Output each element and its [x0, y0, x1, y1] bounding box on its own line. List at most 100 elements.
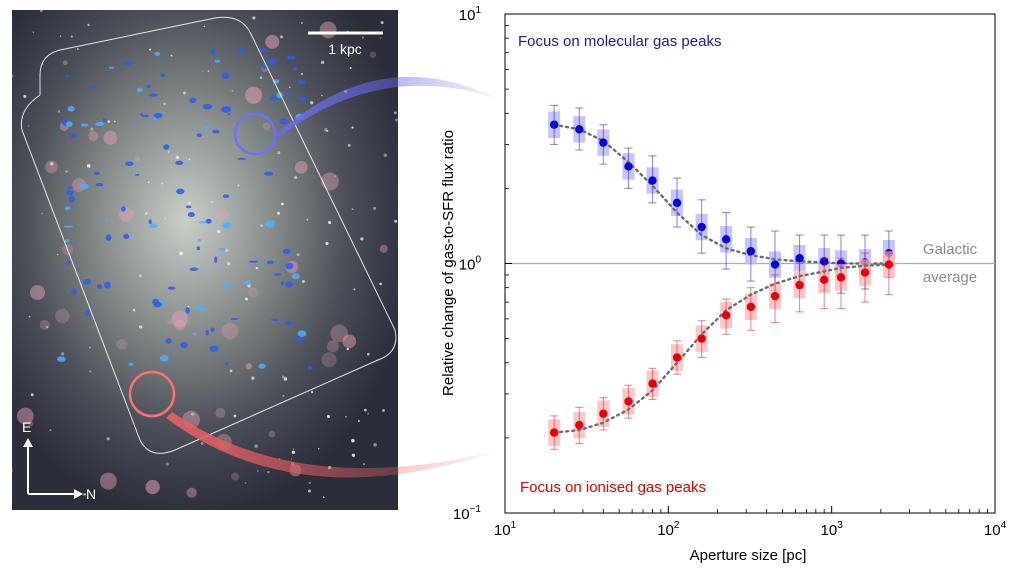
galaxy-image [12, 10, 398, 510]
star [373, 443, 377, 447]
star [302, 280, 305, 283]
ionised-annotation: Focus on ionised gas peaks [520, 479, 706, 496]
molecular-cloud [273, 273, 282, 276]
molecular-cloud [212, 129, 220, 134]
molecular-cloud [222, 221, 232, 229]
star [289, 86, 291, 89]
hii-region [88, 131, 99, 142]
molecular-cloud [285, 281, 294, 288]
data-point [746, 302, 756, 312]
molecular-cloud [95, 183, 104, 187]
star [23, 94, 27, 98]
data-point [721, 235, 731, 244]
hii-region [99, 472, 117, 490]
molecular-cloud [136, 87, 143, 93]
star [203, 25, 206, 28]
star [364, 408, 367, 412]
molecular-cloud [189, 97, 197, 103]
molecular-cloud [192, 332, 197, 336]
star [260, 224, 263, 227]
molecular-cloud [265, 220, 275, 228]
compass-e-label: E [22, 419, 31, 435]
molecular-cloud [286, 55, 296, 61]
star [187, 305, 190, 308]
y-tick-label: 10−1 [453, 504, 482, 523]
star [347, 143, 351, 147]
hii-region [134, 156, 140, 162]
hii-region [369, 51, 377, 59]
molecular-cloud [196, 246, 201, 251]
compass-n-label: N [86, 486, 96, 502]
star [65, 170, 68, 173]
star [231, 89, 234, 92]
star [49, 429, 52, 432]
star [367, 412, 369, 415]
molecular-cloud [163, 144, 170, 150]
molecular-cloud [196, 305, 206, 312]
star [245, 297, 249, 301]
star [310, 101, 314, 105]
star [351, 453, 356, 457]
survey-footprint [20, 16, 397, 454]
hii-region [215, 407, 226, 419]
star [207, 70, 210, 72]
data-point [549, 120, 559, 129]
star [107, 120, 111, 123]
molecular-cloud [210, 48, 216, 55]
star [179, 251, 183, 256]
molecular-cloud [96, 284, 103, 289]
molecular-cloud [149, 223, 158, 229]
star [362, 463, 366, 466]
molecular-cloud [198, 220, 207, 224]
molecular-cloud [80, 123, 89, 127]
hii-region [186, 487, 197, 498]
molecular-cloud [185, 205, 192, 209]
y-tick-label: 101 [459, 5, 482, 24]
molecular-cloud [104, 281, 111, 289]
star [259, 76, 263, 79]
molecular-cloud [248, 260, 259, 263]
hii-region [30, 284, 45, 300]
star [366, 352, 370, 356]
molecular-cloud [153, 112, 163, 119]
molecular-cloud [90, 86, 97, 89]
star [188, 158, 191, 161]
compass: E N [22, 419, 96, 502]
star [170, 166, 173, 168]
star [217, 229, 221, 234]
x-tick-label: 101 [494, 520, 517, 539]
molecular-cloud [167, 286, 176, 290]
hii-region [167, 319, 173, 324]
molecular-cloud [123, 233, 130, 240]
hii-region [116, 339, 128, 350]
hii-region [145, 479, 160, 495]
star [42, 63, 44, 65]
star [50, 162, 54, 166]
star [373, 206, 377, 210]
hii-region [171, 310, 189, 328]
star [106, 437, 110, 441]
molecular-cloud [244, 279, 252, 286]
star [357, 420, 360, 423]
star [170, 54, 173, 57]
star [308, 481, 311, 485]
data-point [648, 176, 657, 185]
x-tick-label: 103 [821, 520, 844, 539]
molecular-cloud [238, 47, 244, 54]
molecular-cloud [79, 183, 89, 189]
star [281, 202, 284, 206]
star [321, 94, 323, 97]
data-point [648, 379, 657, 388]
molecular-cloud [221, 72, 229, 80]
star [30, 393, 34, 397]
molecular-cloud [227, 113, 231, 116]
molecular-series [548, 104, 895, 294]
molecular-cloud [57, 356, 66, 362]
molecular-cloud [66, 121, 73, 127]
molecular-cloud [148, 93, 158, 97]
data-point [697, 222, 706, 232]
x-axis: 101 102 103 104 [494, 506, 1007, 539]
data-point [599, 409, 608, 418]
star [132, 308, 136, 312]
star [283, 377, 288, 381]
